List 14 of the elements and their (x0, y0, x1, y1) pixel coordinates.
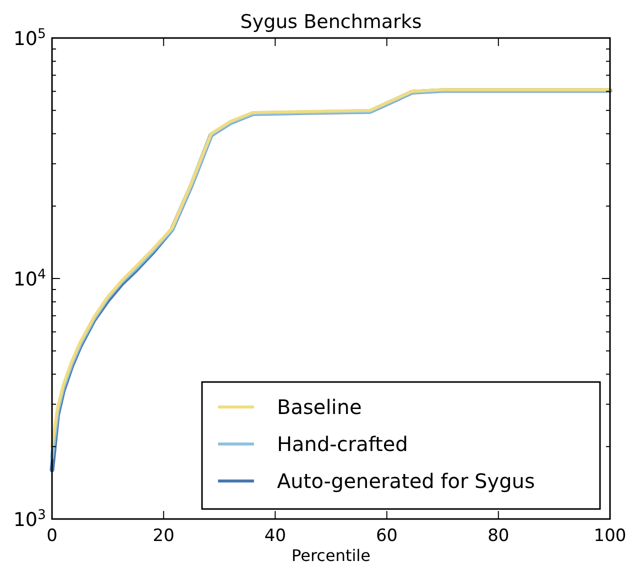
x-tick-label: 60 (376, 526, 398, 546)
y-tick-label: 10$^{3}$ (13, 508, 46, 531)
x-tick-label: 100 (594, 526, 626, 546)
x-tick-label: 0 (46, 526, 58, 546)
x-tick-label: 80 (488, 526, 510, 546)
x-axis-title: Percentile (292, 546, 370, 565)
chart-title: Sygus Benchmarks (240, 11, 422, 33)
legend-label: Auto-generated for Sygus (277, 469, 535, 493)
y-tick-label: 10$^{5}$ (13, 26, 46, 50)
legend-label: Baseline (277, 395, 362, 419)
x-tick-label: 20 (152, 526, 174, 546)
x-tick-label: 40 (264, 526, 286, 546)
y-tick-label: 10$^{4}$ (13, 267, 46, 290)
legend-label: Hand-crafted (277, 432, 408, 456)
